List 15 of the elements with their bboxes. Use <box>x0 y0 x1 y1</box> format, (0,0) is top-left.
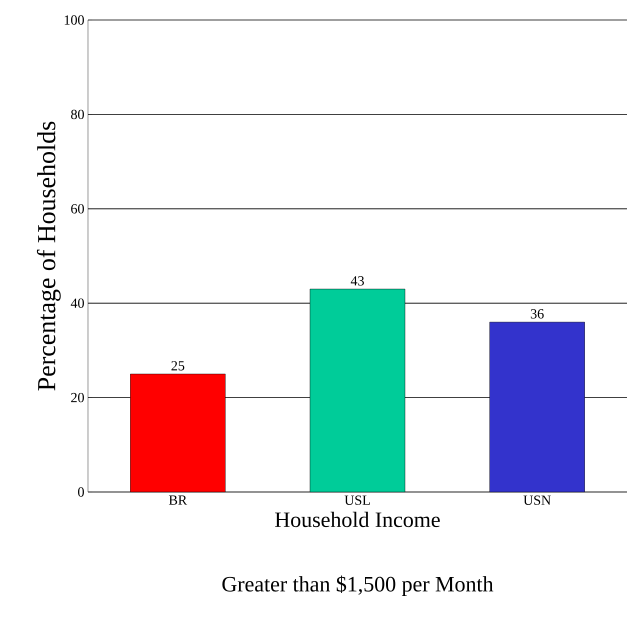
y-tick-label: 80 <box>70 110 84 120</box>
x-tick-label: USL <box>344 496 370 505</box>
y-tick-label: 20 <box>70 392 84 402</box>
y-tick-label: 40 <box>70 298 84 308</box>
x-tick-label: USN <box>523 496 551 505</box>
y-tick-label: 100 <box>64 15 84 25</box>
text: Greater than $1,500 per Month <box>222 576 494 596</box>
data-label: 36 <box>530 309 544 319</box>
y-axis-title: Percentage of Households <box>36 122 61 390</box>
x-axis-title: Household Income <box>274 512 440 528</box>
data-label: 43 <box>350 276 364 286</box>
data-label: 25 <box>171 361 184 370</box>
y-tick-label: 0 <box>78 487 84 497</box>
x-tick-label: BR <box>168 496 187 505</box>
y-tick-label: 60 <box>70 204 84 214</box>
